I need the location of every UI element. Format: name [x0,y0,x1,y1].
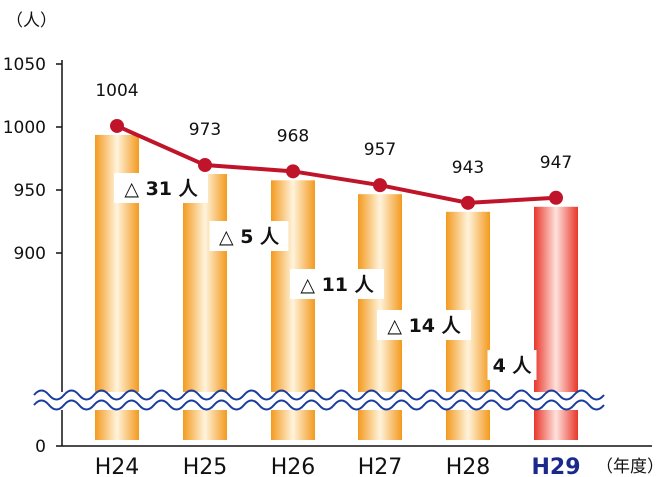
change-label-bg [209,221,289,251]
change-label-bg [290,269,384,299]
data-point-h28 [461,195,475,210]
category-labels: H24 H25 H26 H27 H28 H29 [95,455,581,477]
change-label: △ 31 人 [124,178,198,200]
y-tick-label: 1000 [3,118,46,138]
y-tick-label: 900 [14,244,46,264]
category-label: H28 [446,455,491,477]
data-point-h24 [110,118,124,133]
axis-break-wave [33,399,605,411]
data-point-h26 [286,164,300,179]
axis-break-gap [34,392,600,410]
trend-line-path [116,124,557,205]
data-point-h29 [549,190,563,205]
change-label: △ 5 人 [219,226,280,248]
x-unit-label: （年度） [596,457,664,477]
category-label: H29 [531,455,580,477]
change-labels: △ 31 人 △ 5 人 △ 11 人 △ 14 人 4 人 [114,173,537,380]
data-point-h27 [373,178,387,193]
value-label: 947 [540,153,572,173]
category-label: H24 [95,455,140,477]
category-label: H25 [183,455,228,477]
data-point-h25 [198,158,212,173]
category-label: H26 [271,455,316,477]
y-ticks: 1050 1000 950 900 0 [3,55,62,457]
change-label-bg [377,310,471,340]
value-label: 943 [452,158,484,178]
axis-break [33,389,605,411]
y-tick-label: 1050 [3,55,46,75]
value-label: 1004 [95,81,138,101]
axis-break-wave [33,389,605,401]
y-unit-label: （人） [6,11,57,31]
change-label: △ 11 人 [300,274,374,296]
change-label-bg [487,350,537,380]
value-label: 957 [364,140,396,160]
value-label: 968 [277,126,309,146]
value-labels: 1004 973 968 957 943 947 [95,81,572,178]
change-label: △ 14 人 [387,315,461,337]
value-label: 973 [189,120,221,140]
change-label-bg [114,173,208,203]
y-tick-label: 0 [35,437,46,457]
category-label: H27 [358,455,403,477]
trend-line [110,118,563,210]
change-label: 4 人 [493,355,533,377]
y-tick-label: 950 [14,181,46,201]
